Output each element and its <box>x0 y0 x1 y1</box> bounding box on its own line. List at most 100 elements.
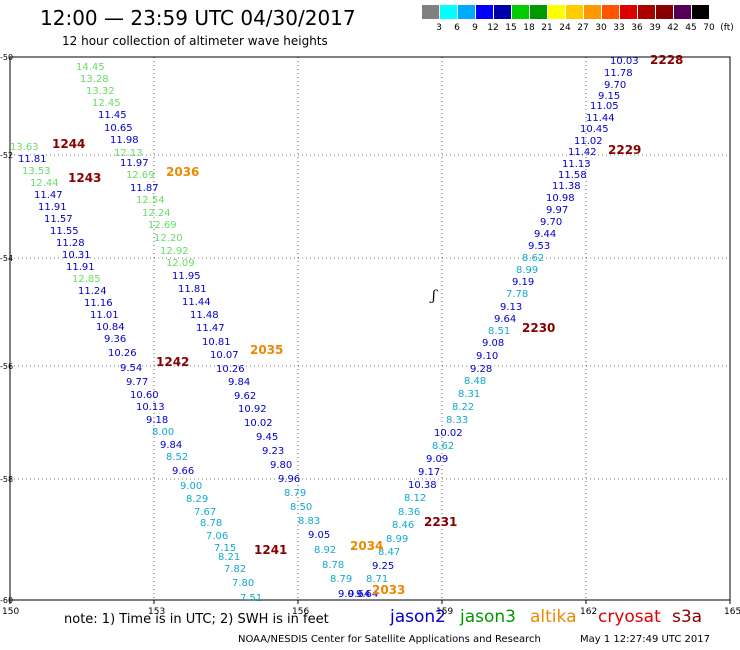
wave-height-obs: 8.83 <box>298 516 320 527</box>
legend-value: 45 <box>685 23 697 33</box>
wave-height-obs: 10.26 <box>108 348 137 359</box>
wave-height-obs: 9.80 <box>270 460 292 471</box>
lat-tick-label: -54 <box>0 254 13 263</box>
pass-number-label: 1242 <box>156 355 189 369</box>
credit-text: NOAA/NESDIS Center for Satellite Applica… <box>238 634 541 645</box>
legend-value: 6 <box>454 23 460 33</box>
wave-height-obs: 10.45 <box>580 124 609 135</box>
legend-value: 36 <box>631 23 643 33</box>
wave-height-obs: 11.45 <box>98 110 127 121</box>
legend-value: 39 <box>649 23 661 33</box>
pass-number-label: 1241 <box>254 543 287 557</box>
wave-height-obs: 8.78 <box>322 560 344 571</box>
wave-height-obs: 10.84 <box>96 322 125 333</box>
wave-height-obs: 12.44 <box>30 178 59 189</box>
wave-height-obs: 12.24 <box>142 208 171 219</box>
legend-swatch <box>602 5 619 19</box>
wave-height-obs: 9.09 <box>426 454 448 465</box>
legend-swatch <box>494 5 511 19</box>
legend-swatch <box>692 5 709 19</box>
wave-height-obs: 9.84 <box>228 377 250 388</box>
wave-height-obs: 9.23 <box>262 446 284 457</box>
wave-height-obs: 9.28 <box>470 364 492 375</box>
map-title: 12:00 — 23:59 UTC 04/30/2017 <box>40 6 356 30</box>
wave-height-obs: 7.78 <box>506 289 528 300</box>
wave-height-obs: 9.18 <box>146 415 168 426</box>
wave-height-obs: 7.51 <box>240 593 262 604</box>
wave-height-obs: 12.92 <box>160 246 189 257</box>
wave-height-obs: 9.54 <box>120 363 142 374</box>
legend-swatch <box>566 5 583 19</box>
wave-height-obs: 8.36 <box>398 507 420 518</box>
wave-height-obs: 12.13 <box>114 148 143 159</box>
wave-height-obs: 11.44 <box>586 113 615 124</box>
lon-tick-label: 150 <box>2 607 19 617</box>
wave-height-obs: 11.78 <box>604 68 633 79</box>
wave-height-obs: 9.05 <box>308 530 330 541</box>
legend-swatch <box>458 5 475 19</box>
wave-height-obs: 8.47 <box>378 547 400 558</box>
legend-swatch <box>638 5 655 19</box>
pass-number-label: 2035 <box>250 343 283 357</box>
wave-height-obs: 9.62 <box>234 391 256 402</box>
wave-height-obs: 11.01 <box>90 310 119 321</box>
wave-height-obs: 12.69 <box>126 170 155 181</box>
wave-height-obs: 11.87 <box>130 183 159 194</box>
wave-height-obs: 8.78 <box>200 518 222 529</box>
wave-height-obs: 7.82 <box>224 564 246 575</box>
pass-number-label: 1244 <box>52 137 85 151</box>
wave-height-obs: 8.79 <box>330 574 352 585</box>
wave-height-obs: 11.44 <box>182 297 211 308</box>
wave-height-obs: 11.55 <box>50 226 79 237</box>
wave-height-obs: 11.05 <box>590 101 619 112</box>
legend-swatch <box>674 5 691 19</box>
legend-value: 27 <box>577 23 589 33</box>
legend-swatch <box>422 5 439 19</box>
wave-height-obs: 10.31 <box>62 250 91 261</box>
lat-tick-label: -52 <box>0 151 13 160</box>
wave-height-obs: 11.13 <box>562 159 591 170</box>
wave-height-obs: 11.57 <box>44 214 73 225</box>
wave-height-obs: 10.03 <box>610 56 639 67</box>
pass-number-label: 1243 <box>68 171 101 185</box>
wave-height-obs: 8.62 <box>432 441 454 452</box>
wave-height-obs: 11.16 <box>84 298 113 309</box>
wave-height-obs: 8.99 <box>386 534 408 545</box>
wave-height-obs: 10.60 <box>130 390 159 401</box>
satellite-s3a: s3a <box>672 607 703 627</box>
legend-swatch <box>620 5 637 19</box>
timestamp-text: May 1 12:27:49 UTC 2017 <box>580 634 710 645</box>
wave-height-obs: 10.81 <box>202 337 231 348</box>
wave-height-obs: 13.63 <box>10 142 39 153</box>
wave-height-obs: 11.38 <box>552 181 581 192</box>
pass-number-label: 2034 <box>350 539 383 553</box>
wave-height-obs: 10.02 <box>434 428 463 439</box>
map-frame <box>9 56 731 601</box>
pass-number-label: 2230 <box>522 321 555 335</box>
wave-height-obs: 11.47 <box>34 190 63 201</box>
wave-height-obs: 12.69 <box>148 220 177 231</box>
wave-height-obs: 11.48 <box>190 310 219 321</box>
wave-height-obs: 12.54 <box>136 195 165 206</box>
wave-height-obs: 8.12 <box>404 493 426 504</box>
wave-height-obs: 10.98 <box>546 193 575 204</box>
wave-height-obs: 11.02 <box>574 136 603 147</box>
legend-swatch <box>440 5 457 19</box>
wave-height-obs: 8.21 <box>218 552 240 563</box>
wave-height-obs: 7.67 <box>194 507 216 518</box>
wave-height-obs: 11.58 <box>558 170 587 181</box>
lon-tick-label: 156 <box>292 607 309 617</box>
wave-height-obs: 8.71 <box>366 574 388 585</box>
lat-tick-label: -60 <box>0 596 13 605</box>
satellite-altika: altika <box>530 607 577 627</box>
wave-height-obs: 9.10 <box>476 351 498 362</box>
legend-value: 70 <box>703 23 715 33</box>
wave-height-obs: 9.64 <box>494 314 516 325</box>
pass-number-label: 2231 <box>424 515 457 529</box>
wave-height-obs: 8.31 <box>458 389 480 400</box>
wave-height-obs: 11.42 <box>568 147 597 158</box>
wave-height-obs: 9.45 <box>256 432 278 443</box>
legend-swatch <box>530 5 547 19</box>
